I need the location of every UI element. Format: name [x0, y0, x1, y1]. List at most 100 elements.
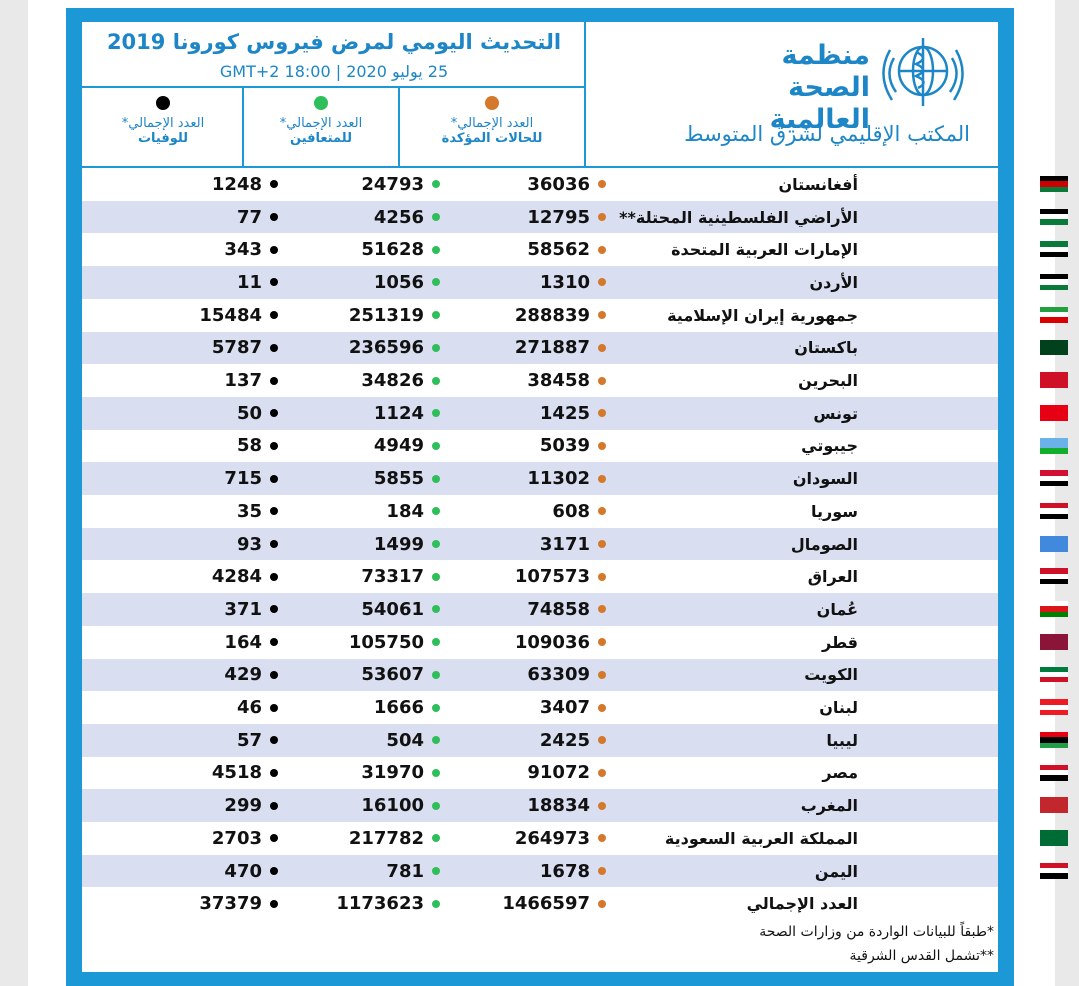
- confirmed-number: 1678: [539, 860, 590, 882]
- table-row: 371 54061 74858 عُمان: [82, 593, 1068, 626]
- confirmed-value: 91072: [482, 757, 606, 790]
- confirmed-number: 109036: [514, 631, 590, 653]
- recovered-legend-dot: [314, 96, 328, 110]
- header-divider: [82, 86, 586, 88]
- confirmed-bullet-icon: [598, 899, 606, 908]
- confirmed-number: 608: [552, 500, 590, 522]
- deaths-bullet-icon: [270, 834, 278, 843]
- deaths-bullet-icon: [270, 343, 278, 352]
- recovered-value: 781: [326, 855, 440, 888]
- confirmed-bullet-icon: [598, 867, 606, 876]
- table-row: 57 504 2425 ليبيا: [82, 723, 1068, 757]
- deaths-value: 57: [166, 724, 278, 757]
- recovered-bullet-icon: [432, 409, 440, 418]
- confirmed-number: 107573: [514, 566, 590, 588]
- confirmed-value: 608: [482, 495, 606, 528]
- confirmed-number: 11302: [527, 468, 590, 490]
- confirmed-number: 91072: [527, 762, 590, 784]
- recovered-number: 1499: [373, 533, 424, 555]
- tunisia-flag-icon: [1040, 404, 1068, 421]
- palestine-flag-icon: [1040, 208, 1068, 225]
- recovered-value: 5855: [326, 462, 440, 495]
- saudi-flag-icon: [1040, 830, 1068, 846]
- confirmed-bullet-icon: [598, 540, 606, 549]
- recovered-bullet-icon: [432, 867, 440, 876]
- deaths-bullet-icon: [270, 245, 278, 254]
- recovered-bullet-icon: [432, 540, 440, 549]
- table-row: 35 184 608 سوريا: [82, 495, 1068, 528]
- confirmed-bullet-icon: [598, 311, 606, 320]
- deaths-number: 15484: [199, 304, 262, 326]
- table-row: 429 53607 63309 الكويت: [82, 658, 1068, 692]
- confirmed-number: 12795: [527, 206, 590, 228]
- recovered-bullet-icon: [432, 801, 440, 810]
- deaths-value: 37379: [166, 887, 278, 920]
- deaths-bullet-icon: [270, 278, 278, 287]
- deaths-value: 1248: [166, 168, 278, 201]
- recovered-bullet-icon: [432, 311, 440, 320]
- deaths-number: 11: [236, 271, 262, 293]
- table-row: 93 1499 3171 الصومال: [82, 527, 1068, 561]
- recovered-value: 236596: [326, 332, 440, 365]
- recovered-value: 34826: [326, 364, 440, 397]
- recovered-number: 53607: [361, 664, 424, 686]
- recovered-number: 34826: [361, 370, 424, 392]
- deaths-value: 77: [166, 201, 278, 234]
- recovered-number: 4949: [373, 435, 424, 457]
- deaths-number: 299: [224, 795, 262, 817]
- deaths-value: 4518: [166, 757, 278, 790]
- deaths-value: 137: [166, 364, 278, 397]
- recovered-number: 4256: [373, 206, 424, 228]
- table-row: 1248 24793 36036 أفغانستان: [82, 168, 1068, 201]
- confirmed-value: 5039: [482, 430, 606, 463]
- recovered-bullet-icon: [432, 213, 440, 222]
- recovered-value: 1173623: [326, 887, 440, 920]
- confirmed-number: 271887: [514, 337, 590, 359]
- deaths-value: 715: [166, 462, 278, 495]
- deaths-value: 371: [166, 593, 278, 626]
- confirmed-bullet-icon: [598, 507, 606, 516]
- confirmed-bullet-icon: [598, 180, 606, 189]
- qatar-flag-icon: [1040, 633, 1068, 650]
- confirmed-number: 74858: [527, 598, 590, 620]
- kuwait-flag-icon: [1040, 666, 1068, 683]
- recovered-value: 504: [326, 724, 440, 757]
- table-row: 5787 236596 271887 باكستان: [82, 331, 1068, 365]
- deaths-bullet-icon: [270, 638, 278, 647]
- total-label: العدد الإجمالي: [746, 894, 858, 914]
- recovered-value: 251319: [326, 299, 440, 332]
- deaths-bullet-icon: [270, 801, 278, 810]
- iran-flag-icon: [1040, 306, 1068, 323]
- confirmed-bullet-icon: [598, 703, 606, 712]
- table-row: 343 51628 58562 الإمارات العربية المتحدة: [82, 233, 1068, 266]
- col-header-deaths: العدد الإجمالي* للوفيات: [84, 96, 242, 160]
- confirmed-bullet-icon: [598, 801, 606, 810]
- country-name: سوريا: [811, 501, 858, 521]
- table-row: 299 16100 18834 المغرب: [82, 789, 1068, 822]
- recovered-bullet-icon: [432, 278, 440, 287]
- oman-flag-icon: [1040, 601, 1068, 618]
- confirmed-number: 36036: [527, 173, 590, 195]
- syria-flag-icon: [1040, 503, 1068, 519]
- deaths-bullet-icon: [270, 899, 278, 908]
- recovered-value: 184: [326, 495, 440, 528]
- confirmed-legend-dot: [485, 96, 499, 110]
- deaths-bullet-icon: [270, 540, 278, 549]
- recovered-number: 105750: [348, 631, 424, 653]
- col-header-recovered: العدد الإجمالي* للمتعافين: [244, 96, 398, 160]
- confirmed-bullet-icon: [598, 409, 606, 418]
- recovered-value: 16100: [326, 789, 440, 822]
- recovered-number: 31970: [361, 762, 424, 784]
- country-name: البحرين: [798, 371, 858, 391]
- recovered-number: 1173623: [336, 893, 424, 915]
- djibouti-flag-icon: [1040, 437, 1068, 454]
- recovered-bullet-icon: [432, 768, 440, 777]
- country-name: العراق: [807, 567, 858, 587]
- yemen-flag-icon: [1040, 862, 1068, 879]
- table-row: 4284 73317 107573 العراق: [82, 560, 1068, 593]
- recovered-bullet-icon: [432, 572, 440, 581]
- confirmed-number: 5039: [539, 435, 590, 457]
- confirmed-value: 264973: [482, 822, 606, 855]
- confirmed-bullet-icon: [598, 605, 606, 614]
- recovered-bullet-icon: [432, 638, 440, 647]
